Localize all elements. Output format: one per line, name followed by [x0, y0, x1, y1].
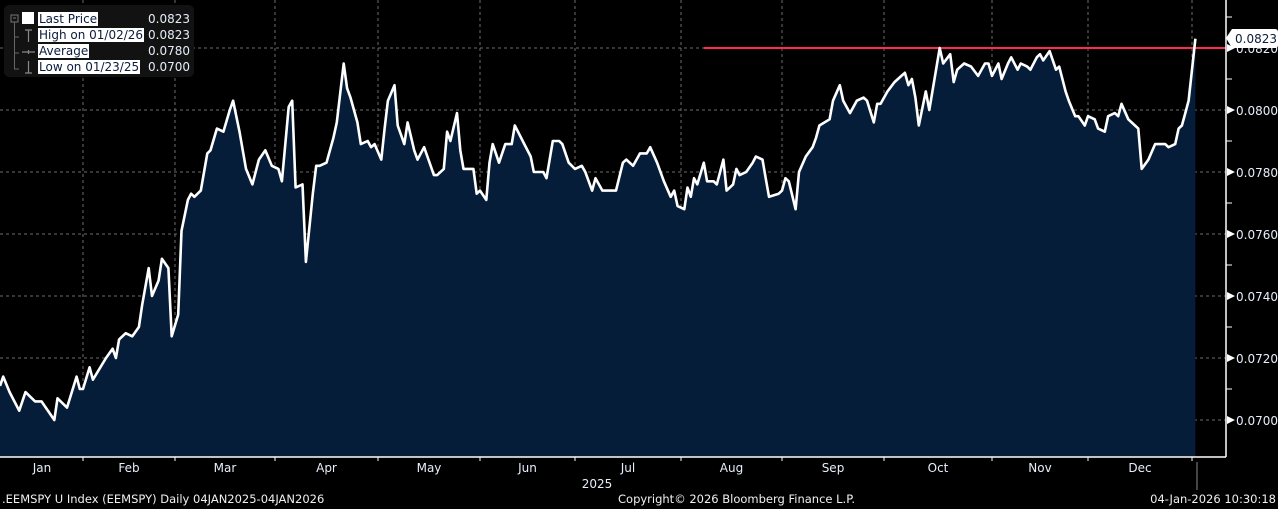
high-marker-icon [25, 29, 32, 42]
last-price-tag: 0.0823 [1226, 29, 1278, 48]
y-tick-label: 0.0700 [1236, 414, 1278, 428]
legend-item-high: High on 01/02/26 0.0823 [38, 28, 190, 42]
year-label: 2025 [582, 477, 613, 491]
legend-tree-icon [10, 12, 35, 74]
y-tick-label: 0.0780 [1236, 166, 1278, 180]
y-tick-marker [1227, 168, 1235, 176]
legend: Last Price 0.0823 High on 01/02/26 0.082… [4, 5, 194, 77]
x-tick-label: Jan [32, 461, 52, 475]
y-tick-marker [1227, 416, 1235, 424]
x-tick-label: Jun [517, 461, 537, 475]
y-tick-marker [1227, 44, 1235, 52]
x-tick-label: Sep [822, 461, 845, 475]
price-line [0, 38, 1197, 422]
last-price-tag-value: 0.0823 [1235, 32, 1277, 46]
x-tick-label: Apr [316, 461, 337, 475]
y-tick-marker [1227, 230, 1235, 238]
y-tick-marker [1227, 292, 1235, 300]
x-tick-label: Oct [928, 461, 949, 475]
x-tick-label: Feb [118, 461, 139, 475]
y-tick-label: 0.0720 [1236, 352, 1278, 366]
price-area-fill [0, 38, 1196, 457]
copyright: Copyright© 2026 Bloomberg Finance L.P. [618, 492, 855, 506]
x-tick-label: Mar [214, 461, 237, 475]
x-tick-label: Jul [620, 461, 635, 475]
timestamp: 04-Jan-2026 10:30:18 [1150, 492, 1276, 506]
y-tick-marker [1227, 354, 1235, 362]
x-tick-label: Nov [1028, 461, 1051, 475]
y-tick-label: 0.0740 [1236, 290, 1278, 304]
y-tick-label: 0.0760 [1236, 228, 1278, 242]
x-tick-label: Aug [720, 461, 743, 475]
average-marker-icon [22, 50, 35, 54]
legend-item-last-price: Last Price 0.0823 [38, 12, 190, 26]
x-tick-label: Dec [1128, 461, 1151, 475]
ticker-description: .EEMSPY U Index (EEMSPY) Daily 04JAN2025… [2, 492, 325, 506]
filled-square-icon [22, 12, 34, 24]
x-tick-label: May [417, 461, 442, 475]
legend-item-low: Low on 01/23/25 0.0700 [38, 60, 190, 74]
y-tick-marker [1227, 106, 1235, 114]
legend-item-average: Average 0.0780 [38, 44, 190, 58]
low-marker-icon [25, 61, 32, 74]
y-tick-label: 0.0800 [1236, 104, 1278, 118]
